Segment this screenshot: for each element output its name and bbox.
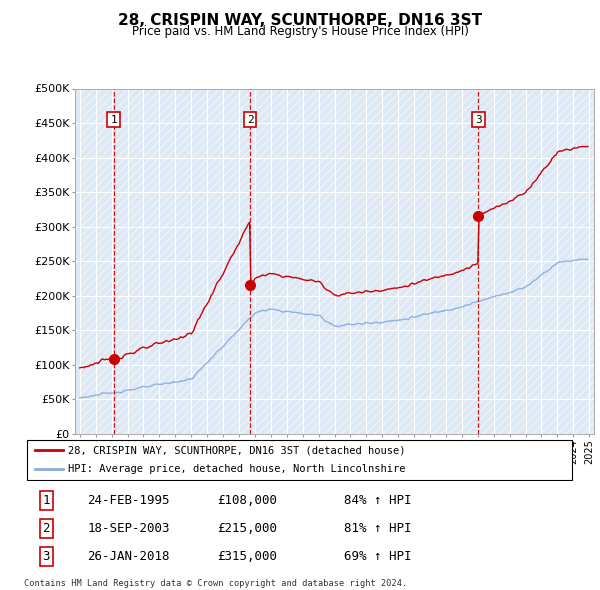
Text: Price paid vs. HM Land Registry's House Price Index (HPI): Price paid vs. HM Land Registry's House … [131, 25, 469, 38]
Text: 24-FEB-1995: 24-FEB-1995 [88, 494, 170, 507]
Text: £315,000: £315,000 [217, 550, 277, 563]
Text: 28, CRISPIN WAY, SCUNTHORPE, DN16 3ST: 28, CRISPIN WAY, SCUNTHORPE, DN16 3ST [118, 13, 482, 28]
Text: 1: 1 [43, 494, 50, 507]
Text: 69% ↑ HPI: 69% ↑ HPI [344, 550, 412, 563]
Text: 18-SEP-2003: 18-SEP-2003 [88, 522, 170, 535]
Text: 28, CRISPIN WAY, SCUNTHORPE, DN16 3ST (detached house): 28, CRISPIN WAY, SCUNTHORPE, DN16 3ST (d… [68, 445, 406, 455]
Text: 3: 3 [43, 550, 50, 563]
Text: 2: 2 [43, 522, 50, 535]
Text: 84% ↑ HPI: 84% ↑ HPI [344, 494, 412, 507]
Text: 1: 1 [110, 114, 117, 124]
Text: 2: 2 [247, 114, 254, 124]
Text: HPI: Average price, detached house, North Lincolnshire: HPI: Average price, detached house, Nort… [68, 464, 406, 474]
Text: 81% ↑ HPI: 81% ↑ HPI [344, 522, 412, 535]
Text: £108,000: £108,000 [217, 494, 277, 507]
Text: 26-JAN-2018: 26-JAN-2018 [88, 550, 170, 563]
Text: 3: 3 [475, 114, 482, 124]
Text: £215,000: £215,000 [217, 522, 277, 535]
Text: Contains HM Land Registry data © Crown copyright and database right 2024.
This d: Contains HM Land Registry data © Crown c… [24, 579, 407, 590]
FancyBboxPatch shape [27, 440, 572, 480]
